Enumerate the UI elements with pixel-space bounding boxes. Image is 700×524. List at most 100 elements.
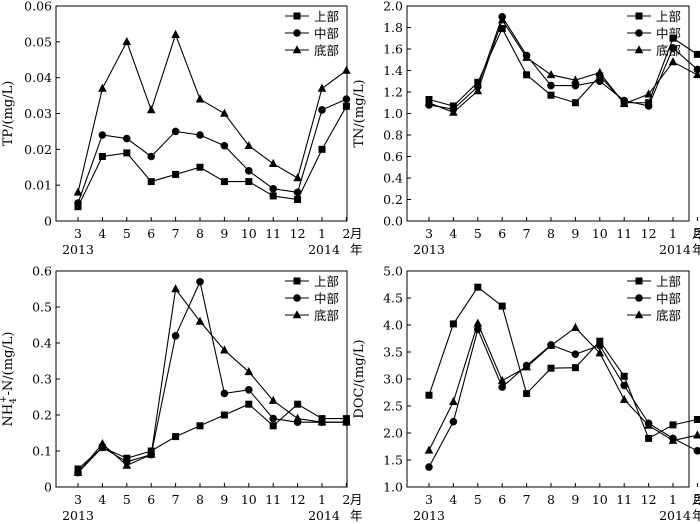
x-tick-label: 6 — [498, 226, 506, 241]
data-point-series-1 — [547, 364, 555, 372]
data-point-series-3 — [195, 94, 205, 103]
data-point-series-3 — [644, 89, 653, 98]
data-point-series-3 — [619, 99, 629, 108]
year-start-label: 2013 — [62, 508, 94, 523]
data-point-series-1 — [123, 149, 131, 157]
x-tick-label: 1 — [318, 226, 326, 241]
y-tick-label: 4.0 — [383, 318, 403, 333]
y-tick-label: 1.5 — [383, 453, 403, 468]
x-tick-label: 2 — [342, 226, 350, 241]
data-point-series-2 — [693, 447, 700, 455]
y-axis-label: TN/(mg/L) — [352, 79, 367, 147]
data-point-series-1 — [669, 34, 677, 42]
y-axis-label: TP/(mg/L) — [1, 81, 16, 147]
y-tick-label: 1.8 — [383, 20, 403, 35]
y-tick-label: 0.4 — [32, 336, 52, 351]
year-start-label: 2013 — [413, 242, 445, 257]
legend-label: 上部 — [314, 9, 339, 24]
x-tick-label: 3 — [425, 226, 433, 241]
data-point-series-1 — [342, 102, 350, 110]
data-point-series-1 — [245, 178, 253, 186]
data-point-series-2 — [571, 81, 580, 90]
x-tick-label: 7 — [172, 492, 180, 507]
series-line-2 — [77, 280, 347, 473]
data-point-series-2 — [269, 414, 278, 423]
x-tick-label: 7 — [523, 492, 531, 507]
y-tick-label: 0 — [44, 214, 52, 229]
legend-marker — [292, 45, 302, 54]
year-unit-label: 年 — [692, 508, 700, 523]
x-tick-label: 4 — [98, 492, 106, 507]
year-end-label: 2014 — [308, 508, 340, 523]
data-point-series-1 — [620, 372, 628, 380]
x-tick-label: 2 — [342, 492, 350, 507]
x-tick-label: 6 — [498, 492, 506, 507]
data-point-series-3 — [424, 97, 434, 107]
y-tick-label: 2.0 — [383, 426, 403, 441]
data-point-series-2 — [498, 383, 507, 391]
y-axis-label: DOC/(mg/L) — [352, 339, 367, 418]
chart-panel-2: 0.0 0.2 0.4 0.6 0.8 1.0 1.2 1.4 1.6 1.8 2.0 3 4 5 6 7 8 9… — [352, 0, 700, 257]
data-point-series-1 — [571, 364, 579, 372]
series-line-3 — [77, 287, 347, 473]
data-point-series-2 — [318, 106, 326, 114]
month-unit-label: 月 — [350, 492, 363, 507]
year-unit-label: 年 — [350, 242, 363, 257]
year-end-label: 2014 — [308, 242, 340, 257]
data-point-series-2 — [147, 152, 155, 161]
data-point-series-2 — [123, 134, 131, 143]
data-point-series-1 — [196, 163, 204, 171]
data-point-series-2 — [171, 332, 180, 340]
data-point-series-1 — [196, 422, 204, 430]
year-start-label: 2013 — [413, 508, 445, 523]
data-point-series-3 — [571, 75, 580, 84]
year-start-label: 2013 — [62, 242, 94, 257]
series-line-1 — [77, 403, 347, 470]
data-point-series-2 — [644, 102, 653, 110]
x-tick-label: 10 — [241, 226, 257, 241]
x-tick-label: 11 — [616, 492, 632, 507]
data-point-series-3 — [693, 430, 700, 439]
data-point-series-3 — [619, 394, 629, 403]
y-tick-label: 0.6 — [383, 149, 403, 164]
series-line-1 — [428, 286, 698, 440]
data-point-series-3 — [268, 395, 278, 404]
legend-marker — [293, 294, 301, 302]
data-point-series-1 — [596, 337, 604, 345]
x-tick-label: 1 — [669, 226, 677, 241]
series-line-3 — [428, 321, 698, 451]
data-point-series-1 — [645, 434, 653, 442]
chart-panel-3: 00.10.20.30.40.50.63 4 5 6 7 8 9 10 11 12 1 2 月年2013… — [0, 264, 363, 524]
series-line-3 — [428, 18, 698, 114]
x-tick-label: 11 — [265, 492, 281, 507]
y-tick-label: 0.6 — [32, 264, 52, 279]
y-tick-label: 4.5 — [383, 291, 403, 306]
legend-marker — [635, 294, 643, 302]
y-tick-label: 2.0 — [383, 0, 403, 14]
y-tick-label: 1.4 — [383, 63, 403, 78]
data-point-series-3 — [146, 105, 156, 114]
legend-label: 底部 — [314, 308, 339, 323]
data-point-series-2 — [245, 386, 253, 394]
data-point-series-1 — [220, 411, 228, 419]
data-point-series-1 — [245, 400, 253, 408]
series-line-1 — [77, 106, 347, 207]
x-tick-label: 10 — [241, 492, 257, 507]
data-point-series-1 — [547, 91, 555, 99]
data-point-series-3 — [522, 52, 531, 61]
legend-label: 中部 — [656, 26, 681, 41]
data-point-series-3 — [595, 348, 605, 357]
x-tick-label: 1 — [669, 492, 677, 507]
data-point-series-1 — [693, 50, 700, 58]
x-tick-label: 9 — [571, 226, 579, 241]
data-point-series-2 — [547, 81, 555, 90]
month-unit-label: 月 — [692, 492, 700, 507]
legend-marker — [635, 12, 643, 20]
data-point-series-3 — [122, 460, 132, 469]
x-tick-label: 12 — [290, 492, 306, 507]
data-point-series-3 — [546, 70, 556, 79]
data-point-series-2 — [669, 44, 677, 52]
year-end-label: 2014 — [659, 508, 691, 523]
x-tick-label: 10 — [592, 492, 608, 507]
x-tick-label: 12 — [290, 226, 306, 241]
